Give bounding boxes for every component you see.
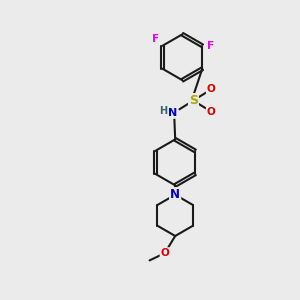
Text: S: S xyxy=(189,94,198,107)
Text: H: H xyxy=(159,106,167,116)
Text: N: N xyxy=(168,108,178,118)
Text: F: F xyxy=(207,41,214,51)
Text: O: O xyxy=(160,248,169,258)
Text: O: O xyxy=(207,107,215,117)
Text: N: N xyxy=(170,188,180,201)
Text: N: N xyxy=(170,188,180,201)
Text: O: O xyxy=(207,84,215,94)
Text: F: F xyxy=(152,34,160,44)
